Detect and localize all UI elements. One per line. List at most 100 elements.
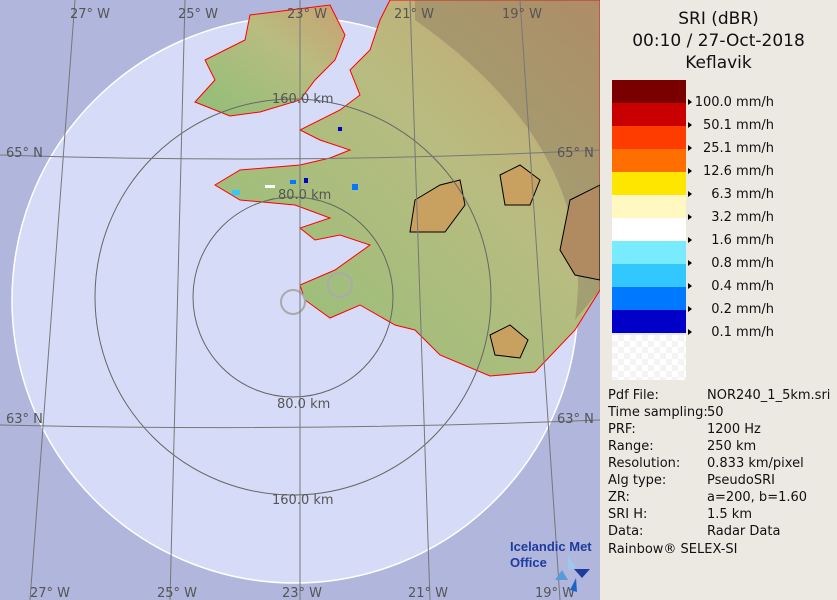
lat-label: 63° N	[6, 412, 43, 427]
tick-marker-icon	[688, 237, 692, 243]
info-value: a=200, b=1.60	[707, 490, 808, 505]
info-row: Resolution: 0.833 km/pixel	[608, 456, 804, 471]
glacier	[489, 324, 529, 359]
info-key: Time sampling:	[608, 405, 708, 420]
legend-swatch	[612, 103, 686, 126]
tick-marker-icon	[688, 329, 692, 335]
glacier	[409, 179, 466, 233]
lon-label: 23° W	[287, 7, 327, 22]
legend-swatch	[612, 310, 686, 333]
info-row: SRI H: 1.5 km	[608, 507, 752, 522]
info-key: ZR:	[608, 490, 630, 505]
legend-label: 3.2 mm/h	[686, 210, 774, 225]
lat-label: 63° N	[557, 412, 594, 427]
glacier	[499, 164, 541, 206]
tick-marker-icon	[688, 283, 692, 289]
legend-swatch	[612, 126, 686, 149]
out-of-range-shade	[415, 0, 600, 320]
legend-panel: SRI (dBR) 00:10 / 27-Oct-2018 Keflavik 1…	[600, 0, 837, 600]
lon-label: 27° W	[70, 7, 110, 22]
info-row: Range: 250 km	[608, 439, 756, 454]
info-value: 250 km	[707, 439, 757, 454]
credit: Rainbow® SELEX-SI	[608, 542, 738, 557]
graticule	[0, 0, 600, 600]
legend-swatch	[612, 80, 686, 103]
lon-label: 23° W	[282, 586, 322, 600]
info-key: PRF:	[608, 422, 636, 437]
datetime: 00:10 / 27-Oct-2018	[632, 31, 805, 51]
range-rings	[94, 98, 492, 496]
legend-swatch	[612, 264, 686, 287]
lon-label: 27° W	[30, 586, 70, 600]
legend-label: 1.6 mm/h	[686, 233, 774, 248]
lon-label: 19° W	[535, 586, 575, 600]
tick-marker-icon	[688, 214, 692, 220]
info-value: 1.5 km	[707, 507, 752, 522]
legend-swatch	[612, 195, 686, 218]
info-row: Data: Radar Data	[608, 524, 780, 539]
range-label: 80.0 km	[277, 397, 330, 412]
legend-swatch	[612, 218, 686, 241]
imo-logo: Icelandic Met Office	[510, 539, 592, 592]
info-row: PRF: 1200 Hz	[608, 422, 761, 437]
no-data-swatch	[612, 335, 686, 380]
legend-label: 0.2 mm/h	[686, 302, 774, 317]
tick-marker-icon	[688, 260, 692, 266]
info-row: ZR: a=200, b=1.60	[608, 490, 807, 505]
info-key: SRI H:	[608, 507, 648, 522]
info-value: 0.833 km/pixel	[707, 456, 804, 471]
legend-swatch	[612, 241, 686, 264]
lon-label: 19° W	[502, 7, 542, 22]
glacier	[559, 184, 600, 281]
legend-swatch	[612, 287, 686, 310]
precip-echoes	[232, 127, 358, 195]
legend-label: 12.6 mm/h	[686, 164, 774, 179]
legend-label: 50.1 mm/h	[686, 118, 774, 133]
tick-marker-icon	[688, 306, 692, 312]
legend-swatch	[612, 172, 686, 195]
legend-label: 100.0 mm/h	[686, 95, 774, 110]
range-label: 160.0 km	[272, 92, 334, 107]
info-value: 50	[707, 405, 724, 420]
lat-label: 65° N	[557, 146, 594, 161]
info-value: Radar Data	[707, 524, 781, 539]
tick-marker-icon	[688, 145, 692, 151]
legend-label: 25.1 mm/h	[686, 141, 774, 156]
svg-text:Office: Office	[510, 555, 547, 570]
info-row: Pdf File: NOR240_1_5km.sri	[608, 388, 830, 403]
info-key: Pdf File:	[608, 388, 659, 403]
land	[194, 0, 600, 377]
lon-label: 25° W	[157, 586, 197, 600]
info-row: Time sampling: 50	[608, 405, 724, 420]
info-value: NOR240_1_5km.sri	[707, 388, 831, 403]
lon-label: 21° W	[394, 7, 434, 22]
legend-label: 0.1 mm/h	[686, 325, 774, 340]
info-value: 1200 Hz	[707, 422, 761, 437]
tick-marker-icon	[688, 122, 692, 128]
graticule-labels: 27° W 25° W 23° W 21° W 19° W 27° W 25° …	[6, 7, 594, 600]
legend-swatch	[612, 149, 686, 172]
legend-label: 6.3 mm/h	[686, 187, 774, 202]
lon-label: 21° W	[408, 586, 448, 600]
lat-label: 65° N	[6, 146, 43, 161]
legend-label: 0.4 mm/h	[686, 279, 774, 294]
legend-label: 0.8 mm/h	[686, 256, 774, 271]
tick-marker-icon	[688, 191, 692, 197]
info-key: Data:	[608, 524, 644, 539]
svg-text:Icelandic Met: Icelandic Met	[510, 539, 592, 554]
tick-marker-icon	[688, 168, 692, 174]
site-name: Keflavik	[685, 53, 752, 73]
range-label: 80.0 km	[278, 188, 331, 203]
info-value: PseudoSRI	[707, 473, 775, 488]
product-title: SRI (dBR)	[678, 9, 759, 29]
range-label: 160.0 km	[272, 493, 334, 508]
info-key: Resolution:	[608, 456, 681, 471]
westfjords	[194, 4, 346, 117]
info-row: Alg type: PseudoSRI	[608, 473, 775, 488]
lon-label: 25° W	[178, 7, 218, 22]
info-key: Range:	[608, 439, 654, 454]
tick-marker-icon	[688, 99, 692, 105]
iceland-mainland	[214, 0, 600, 377]
info-key: Alg type:	[608, 473, 667, 488]
radar-map[interactable]: 27° W 25° W 23° W 21° W 19° W 27° W 25° …	[0, 0, 600, 600]
